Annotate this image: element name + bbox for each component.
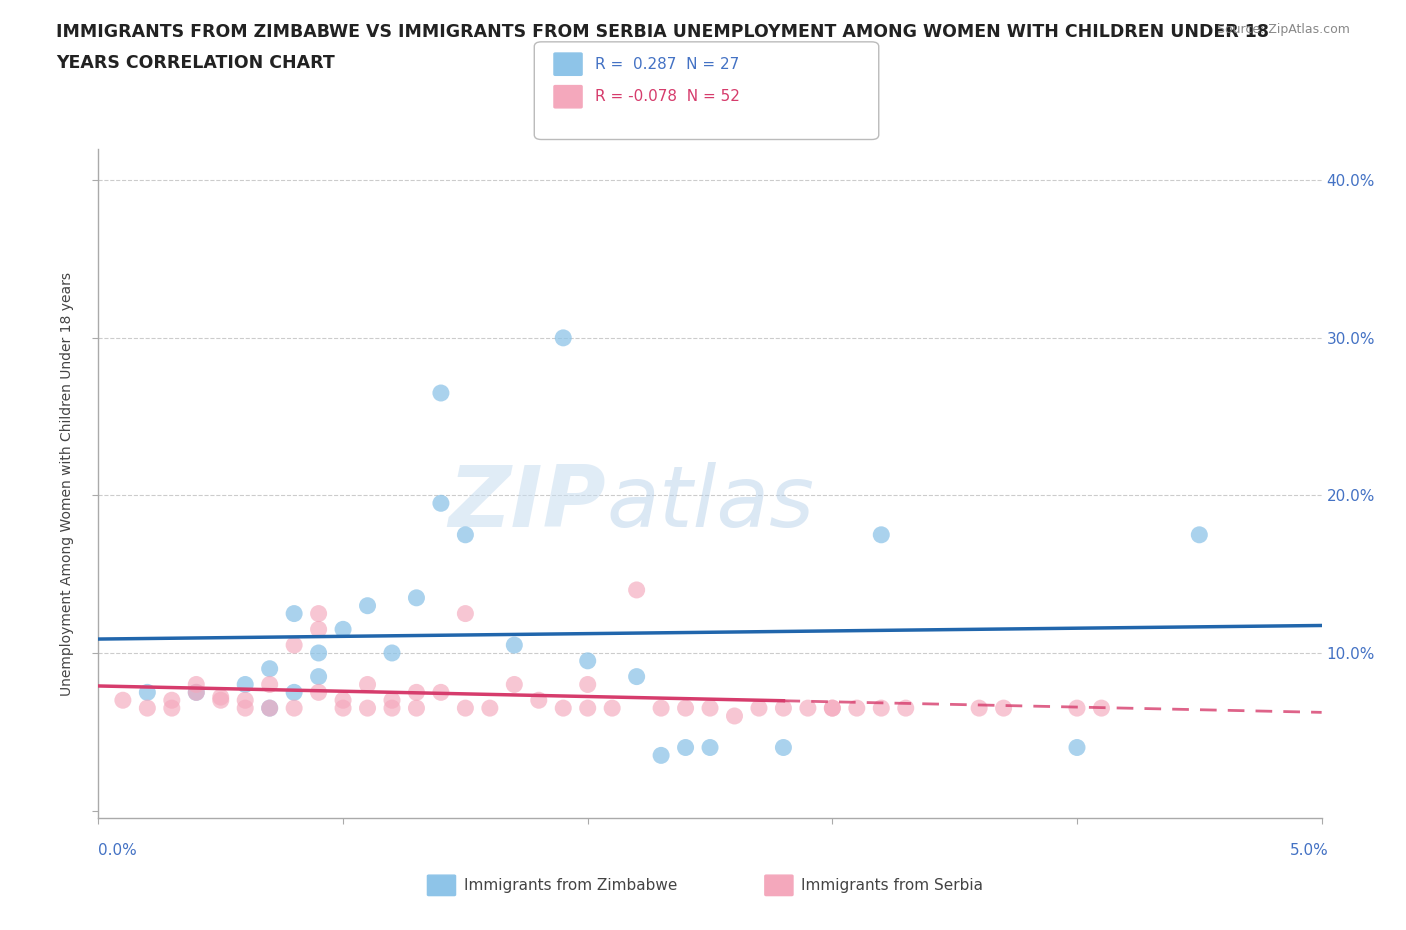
Point bbox=[527, 693, 550, 708]
Point bbox=[356, 677, 378, 692]
Point bbox=[870, 700, 893, 715]
Y-axis label: Unemployment Among Women with Children Under 18 years: Unemployment Among Women with Children U… bbox=[60, 272, 75, 696]
Point bbox=[1066, 700, 1088, 715]
Point bbox=[308, 645, 330, 660]
Point bbox=[870, 527, 893, 542]
Point bbox=[136, 684, 159, 699]
Point bbox=[650, 700, 672, 715]
Point bbox=[405, 684, 427, 699]
Point bbox=[381, 700, 404, 715]
Point bbox=[993, 700, 1015, 715]
Point bbox=[233, 700, 256, 715]
Point bbox=[576, 700, 599, 715]
Point bbox=[209, 693, 232, 708]
Point bbox=[381, 693, 404, 708]
Text: 5.0%: 5.0% bbox=[1289, 844, 1329, 858]
Point bbox=[259, 700, 281, 715]
Point bbox=[186, 677, 208, 692]
Point bbox=[675, 740, 697, 755]
Point bbox=[111, 693, 134, 708]
Point bbox=[772, 740, 794, 755]
Point bbox=[283, 638, 305, 653]
Point bbox=[478, 700, 501, 715]
Point bbox=[160, 693, 183, 708]
Point bbox=[186, 684, 208, 699]
Point bbox=[748, 700, 770, 715]
Point bbox=[308, 684, 330, 699]
Point bbox=[209, 690, 232, 705]
Point bbox=[356, 598, 378, 613]
Point bbox=[259, 661, 281, 676]
Point bbox=[283, 684, 305, 699]
Point bbox=[308, 606, 330, 621]
Point bbox=[650, 748, 672, 763]
Text: Immigrants from Serbia: Immigrants from Serbia bbox=[801, 878, 983, 893]
Point bbox=[821, 700, 844, 715]
Text: Immigrants from Zimbabwe: Immigrants from Zimbabwe bbox=[464, 878, 678, 893]
Point bbox=[332, 622, 354, 637]
Text: YEARS CORRELATION CHART: YEARS CORRELATION CHART bbox=[56, 54, 335, 72]
Text: ZIP: ZIP bbox=[449, 462, 606, 545]
Point bbox=[576, 654, 599, 669]
Point bbox=[430, 684, 453, 699]
Point bbox=[454, 700, 477, 715]
Point bbox=[405, 591, 427, 605]
Point bbox=[845, 700, 868, 715]
Text: atlas: atlas bbox=[606, 462, 814, 545]
Text: 0.0%: 0.0% bbox=[98, 844, 138, 858]
Point bbox=[405, 700, 427, 715]
Point bbox=[259, 677, 281, 692]
Point bbox=[503, 638, 526, 653]
Point bbox=[308, 670, 330, 684]
Point bbox=[1090, 700, 1112, 715]
Point bbox=[576, 677, 599, 692]
Point bbox=[430, 386, 453, 401]
Point bbox=[430, 496, 453, 511]
Text: R =  0.287  N = 27: R = 0.287 N = 27 bbox=[595, 57, 740, 72]
Point bbox=[283, 606, 305, 621]
Point bbox=[233, 677, 256, 692]
Point bbox=[1188, 527, 1211, 542]
Point bbox=[626, 582, 648, 597]
Point bbox=[503, 677, 526, 692]
Point bbox=[699, 700, 721, 715]
Point bbox=[233, 693, 256, 708]
Point bbox=[136, 700, 159, 715]
Point bbox=[553, 330, 575, 345]
Point bbox=[699, 740, 721, 755]
Point bbox=[259, 700, 281, 715]
Point bbox=[308, 622, 330, 637]
Point bbox=[553, 700, 575, 715]
Point bbox=[283, 700, 305, 715]
Point bbox=[675, 700, 697, 715]
Point bbox=[626, 670, 648, 684]
Point bbox=[160, 700, 183, 715]
Text: R = -0.078  N = 52: R = -0.078 N = 52 bbox=[595, 89, 740, 104]
Text: IMMIGRANTS FROM ZIMBABWE VS IMMIGRANTS FROM SERBIA UNEMPLOYMENT AMONG WOMEN WITH: IMMIGRANTS FROM ZIMBABWE VS IMMIGRANTS F… bbox=[56, 23, 1270, 41]
Point bbox=[1066, 740, 1088, 755]
Point bbox=[967, 700, 990, 715]
Point bbox=[332, 693, 354, 708]
Point bbox=[723, 709, 745, 724]
Point bbox=[894, 700, 917, 715]
Point bbox=[454, 606, 477, 621]
Point bbox=[600, 700, 623, 715]
Point bbox=[186, 684, 208, 699]
Point bbox=[332, 700, 354, 715]
Point bbox=[381, 645, 404, 660]
Point bbox=[454, 527, 477, 542]
Point bbox=[356, 700, 378, 715]
Text: Source: ZipAtlas.com: Source: ZipAtlas.com bbox=[1216, 23, 1350, 36]
Point bbox=[772, 700, 794, 715]
Point bbox=[797, 700, 820, 715]
Point bbox=[821, 700, 844, 715]
